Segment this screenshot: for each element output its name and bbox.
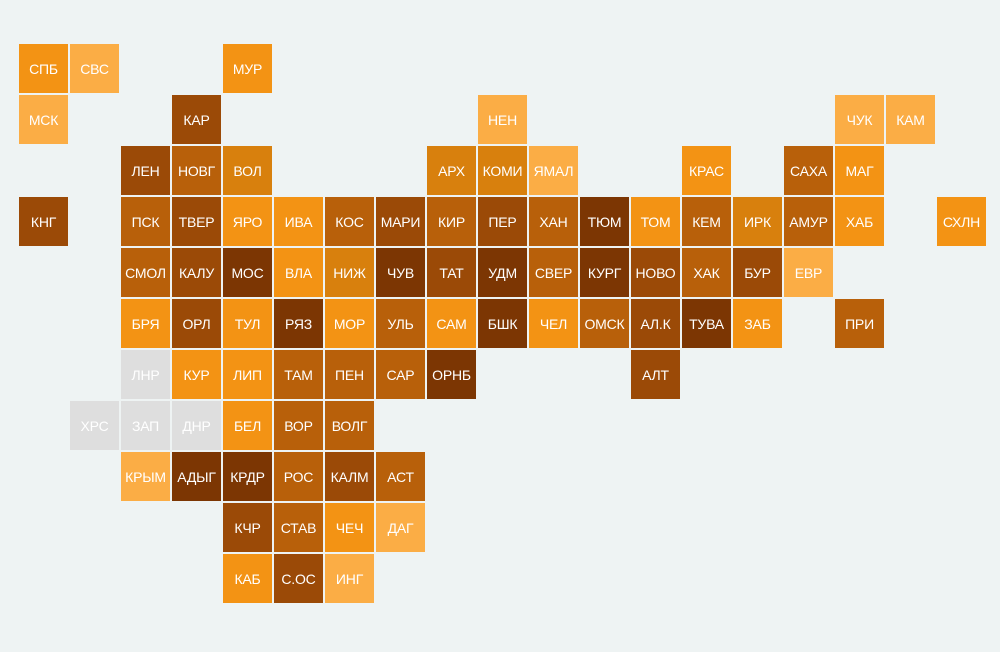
region-tile: ТЮМ xyxy=(580,197,629,246)
region-tile: КРДР xyxy=(223,452,272,501)
region-tile: КРЫМ xyxy=(121,452,170,501)
region-tile: УЛЬ xyxy=(376,299,425,348)
region-tile: ТУЛ xyxy=(223,299,272,348)
region-tile: ПЕР xyxy=(478,197,527,246)
region-tile: САМ xyxy=(427,299,476,348)
region-tile: БШК xyxy=(478,299,527,348)
region-tile: ТАМ xyxy=(274,350,323,399)
region-tile: МОР xyxy=(325,299,374,348)
region-tile: ПРИ xyxy=(835,299,884,348)
region-tile: АЛ.К xyxy=(631,299,680,348)
region-tile: МАГ xyxy=(835,146,884,195)
region-tile: КОМИ xyxy=(478,146,527,195)
region-tile: НЕН xyxy=(478,95,527,144)
region-tile: БРЯ xyxy=(121,299,170,348)
region-tile: ТАТ xyxy=(427,248,476,297)
region-tile: АДЫГ xyxy=(172,452,221,501)
region-tile: ДНР xyxy=(172,401,221,450)
region-tile: КАМ xyxy=(886,95,935,144)
region-tile: ТВЕР xyxy=(172,197,221,246)
region-tile: РЯЗ xyxy=(274,299,323,348)
region-tile: ТУВА xyxy=(682,299,731,348)
region-tile: ХАН xyxy=(529,197,578,246)
region-tile: КИР xyxy=(427,197,476,246)
region-tile: КНГ xyxy=(19,197,68,246)
region-tile: КАЛМ xyxy=(325,452,374,501)
region-tile: КАБ xyxy=(223,554,272,603)
region-tile: СХЛН xyxy=(937,197,986,246)
region-tile: ЛНР xyxy=(121,350,170,399)
region-tile: КЕМ xyxy=(682,197,731,246)
region-tile: СТАВ xyxy=(274,503,323,552)
region-tile: ЯМАЛ xyxy=(529,146,578,195)
region-tile: АЛТ xyxy=(631,350,680,399)
region-tile: ИВА xyxy=(274,197,323,246)
region-tile: ЗАП xyxy=(121,401,170,450)
region-tile: ВЛА xyxy=(274,248,323,297)
region-tile: ЧУК xyxy=(835,95,884,144)
region-tile: МСК xyxy=(19,95,68,144)
region-tile: САХА xyxy=(784,146,833,195)
region-tile: СМОЛ xyxy=(121,248,170,297)
region-tile: КАР xyxy=(172,95,221,144)
region-tile: КОС xyxy=(325,197,374,246)
region-tile: КЧР xyxy=(223,503,272,552)
region-tile: МОС xyxy=(223,248,272,297)
region-tile: САР xyxy=(376,350,425,399)
region-tile: ХАБ xyxy=(835,197,884,246)
region-tile: ЛИП xyxy=(223,350,272,399)
region-tile: НОВО xyxy=(631,248,680,297)
region-tile: УДМ xyxy=(478,248,527,297)
region-tile: СПБ xyxy=(19,44,68,93)
region-tile: ХАК xyxy=(682,248,731,297)
region-tile: КУРГ xyxy=(580,248,629,297)
region-tile: ПЕН xyxy=(325,350,374,399)
region-tile: ЕВР xyxy=(784,248,833,297)
region-tile: БЕЛ xyxy=(223,401,272,450)
region-tile: АМУР xyxy=(784,197,833,246)
region-tile: ЧЕЛ xyxy=(529,299,578,348)
region-tile: ЯРО xyxy=(223,197,272,246)
region-tile: ОРНБ xyxy=(427,350,476,399)
region-tile: АРХ xyxy=(427,146,476,195)
region-tile: МАРИ xyxy=(376,197,425,246)
region-tile: ИРК xyxy=(733,197,782,246)
region-tile: НОВГ xyxy=(172,146,221,195)
region-tile: НИЖ xyxy=(325,248,374,297)
region-tile: ДАГ xyxy=(376,503,425,552)
region-tile: СВЕР xyxy=(529,248,578,297)
region-tile: АСТ xyxy=(376,452,425,501)
region-tile: РОС xyxy=(274,452,323,501)
region-tile: ОМСК xyxy=(580,299,629,348)
region-tile: ХРС xyxy=(70,401,119,450)
region-tile: ТОМ xyxy=(631,197,680,246)
region-tile: КРАС xyxy=(682,146,731,195)
region-tile: СВС xyxy=(70,44,119,93)
region-tile: ВОЛ xyxy=(223,146,272,195)
region-tile: ЗАБ xyxy=(733,299,782,348)
region-tile: С.ОС xyxy=(274,554,323,603)
region-tile: ЧЕЧ xyxy=(325,503,374,552)
region-tile: КУР xyxy=(172,350,221,399)
region-tile: МУР xyxy=(223,44,272,93)
region-tile: ЛЕН xyxy=(121,146,170,195)
region-tile: ВОР xyxy=(274,401,323,450)
region-tile: БУР xyxy=(733,248,782,297)
region-tile: ЧУВ xyxy=(376,248,425,297)
region-tile: ВОЛГ xyxy=(325,401,374,450)
region-tile: ПСК xyxy=(121,197,170,246)
region-tile: ИНГ xyxy=(325,554,374,603)
region-tile: КАЛУ xyxy=(172,248,221,297)
region-tile: ОРЛ xyxy=(172,299,221,348)
